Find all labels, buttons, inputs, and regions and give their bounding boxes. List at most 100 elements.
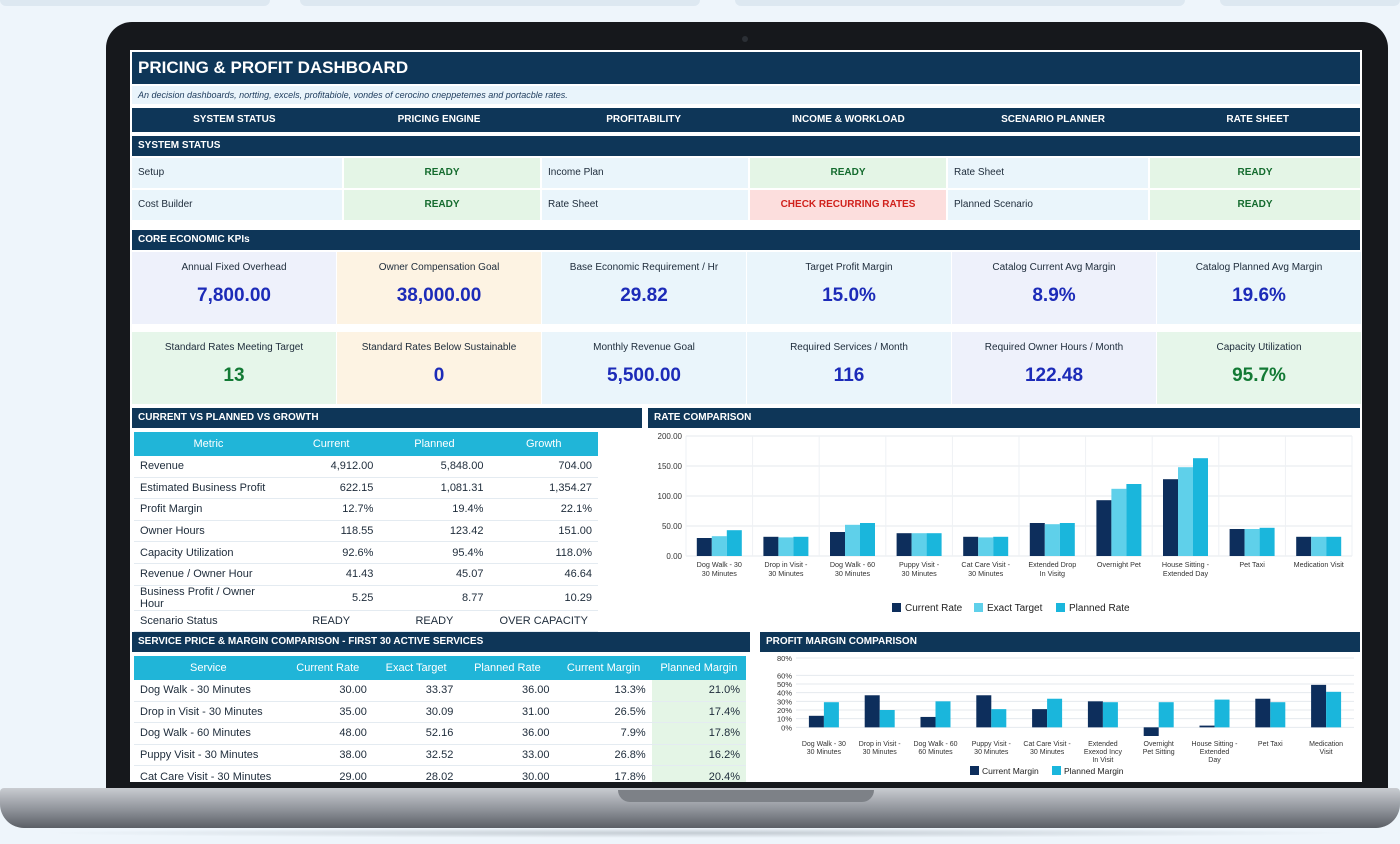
bar-exact-target [1044, 524, 1060, 556]
current-vs-planned-table: Metric Current Planned Growth Revenue 4,912.0… [134, 432, 598, 633]
kpi-tile: Required Services / Month 116 [747, 332, 951, 404]
background-card [735, 0, 1185, 6]
column-header: Current Margin [555, 656, 652, 680]
x-tick-label: Cat Care Visit - [961, 560, 1010, 569]
kpi-label: Annual Fixed Overhead [181, 262, 287, 273]
rate-comparison-svg: 0.00 50.00 100.00 150.00 200.00 Dog Walk - 30… [658, 432, 1353, 614]
bar-planned-rate [1326, 536, 1342, 556]
status-row: Setup READY Income Plan READY Rate Sheet… [132, 158, 1360, 188]
x-tick-label: Pet Sitting [1143, 749, 1175, 756]
tab-profitability[interactable]: PROFITABILITY [606, 114, 682, 125]
column-header: Current Rate [282, 656, 373, 680]
column-header: Current [282, 432, 380, 456]
column-header: Exact Target [372, 656, 460, 680]
bar-planned-margin [935, 701, 951, 728]
tab-rate-sheet[interactable]: RATE SHEET [1226, 114, 1289, 125]
status-badge: READY [1150, 190, 1360, 220]
x-tick-label: Extended Drop [1028, 560, 1076, 569]
kpi-tile: Standard Rates Below Sustainable 0 [337, 332, 541, 404]
metric-value: 95.4% [379, 541, 490, 564]
metric-value: READY [282, 610, 380, 633]
x-tick-label: Visit [1320, 749, 1333, 756]
metric-label: Profit Margin [134, 498, 283, 521]
tab-pricing-engine[interactable]: PRICING ENGINE [397, 114, 481, 125]
kpi-label: Required Owner Hours / Month [984, 342, 1124, 353]
metric-label: Owner Hours [134, 520, 283, 543]
status-label: Setup [132, 158, 342, 188]
kpi-value: 29.82 [620, 285, 668, 306]
section-header-kpis: CORE ECONOMIC KPIs [132, 230, 1360, 250]
x-tick-label: 60 Minutes [918, 749, 953, 756]
status-badge-warning: CHECK RECURRING RATES [750, 190, 946, 220]
metric-value: 1,354.27 [489, 477, 598, 500]
y-tick-label: 100.00 [658, 492, 683, 501]
bar-current-margin [976, 695, 992, 728]
kpi-label: Base Economic Requirement / Hr [569, 262, 719, 273]
x-tick-label: Exexod Incy [1084, 749, 1123, 756]
kpi-tile: Catalog Planned Avg Margin 19.6% [1157, 252, 1361, 324]
column-header: Service [134, 656, 283, 680]
metric-value: 22.1% [489, 498, 598, 521]
rate-comparison-chart: 0.00 50.00 100.00 150.00 200.00 Dog Walk - 30… [648, 428, 1360, 626]
kpi-tile: Catalog Current Avg Margin 8.9% [952, 252, 1156, 324]
x-tick-label: Drop in Visit - [859, 741, 902, 748]
table-row: Revenue 4,912.00 5,848.00 704.00 [134, 456, 598, 478]
x-tick-label: 30 Minutes [835, 569, 871, 578]
kpi-label: Monthly Revenue Goal [593, 342, 695, 353]
metric-value: 1,081.31 [379, 477, 490, 500]
tab-income-workload[interactable]: INCOME & WORKLOAD [791, 114, 905, 125]
legend-label: Planned Margin [1064, 766, 1124, 776]
metric-value: 10.29 [489, 585, 598, 611]
table-row: Dog Walk - 30 Minutes 30.00 33.37 36.00 13.3… [134, 680, 746, 702]
service-value: 32.52 [372, 744, 460, 767]
kpi-value: 5,500.00 [607, 365, 681, 386]
x-tick-label: Overnight [1144, 741, 1174, 748]
metric-label: Business Profit / Owner Hour [134, 585, 283, 611]
bar-planned-rate [926, 533, 942, 556]
service-value: 20.4% [651, 765, 746, 782]
metric-value: 46.64 [489, 563, 598, 586]
bar-current-rate [1163, 479, 1178, 556]
table-row: Dog Walk - 60 Minutes 48.00 52.16 36.00 7.9%… [134, 722, 746, 745]
table-row: Scenario Status READY READY OVER CAPACITY [134, 610, 598, 633]
dashboard-screen: PRICING & PROFIT DASHBOARD An decision d… [130, 50, 1362, 782]
kpi-value: 13 [223, 365, 245, 386]
metric-value: 622.15 [282, 477, 380, 500]
service-name: Cat Care Visit - 30 Minutes [134, 765, 283, 782]
tab-system-status[interactable]: SYSTEM STATUS [193, 114, 276, 125]
x-tick-label: Extended Day [1163, 569, 1209, 578]
x-tick-label: 30 Minutes [968, 569, 1004, 578]
x-tick-label: In Visitg [1040, 569, 1065, 578]
tab-scenario-planner[interactable]: SCENARIO PLANNER [1001, 114, 1105, 125]
metric-value: 19.4% [379, 498, 490, 521]
service-value: 26.5% [555, 701, 652, 724]
kpi-label: Standard Rates Meeting Target [164, 342, 304, 353]
status-label: Income Plan [542, 158, 748, 188]
bar-exact-target [978, 537, 994, 556]
x-tick-label: Medication [1309, 741, 1343, 748]
bar-current-margin [808, 715, 824, 728]
service-name: Dog Walk - 30 Minutes [134, 680, 283, 702]
bar-current-rate [1229, 529, 1245, 556]
nav-bar: SYSTEM STATUS PRICING ENGINE PROFITABILI… [132, 108, 1360, 132]
x-tick-label: 30 Minutes [768, 569, 804, 578]
bar-exact-target [778, 537, 794, 556]
column-header: Planned Rate [459, 656, 556, 680]
section-header-service-table: SERVICE PRICE & MARGIN COMPARISON - FIRS… [132, 632, 750, 652]
kpi-value: 116 [833, 365, 865, 386]
service-value: 31.00 [459, 701, 556, 724]
kpi-value: 15.0% [822, 285, 876, 306]
bar-current-rate [1029, 523, 1045, 556]
bar-exact-target [1178, 467, 1193, 556]
service-value: 17.4% [651, 701, 746, 724]
x-tick-label: Dog Walk - 60 [830, 560, 875, 569]
metric-value: 118.0% [489, 541, 598, 564]
x-tick-label: Pet Taxi [1239, 560, 1265, 569]
bar-planned-margin [1158, 702, 1174, 728]
bar-current-rate [830, 532, 845, 556]
kpi-value: 7,800.00 [197, 285, 271, 306]
x-tick-label: Overnight Pet [1097, 560, 1141, 569]
x-tick-label: 30 Minutes [702, 569, 738, 578]
metric-value: 5,848.00 [379, 456, 490, 478]
